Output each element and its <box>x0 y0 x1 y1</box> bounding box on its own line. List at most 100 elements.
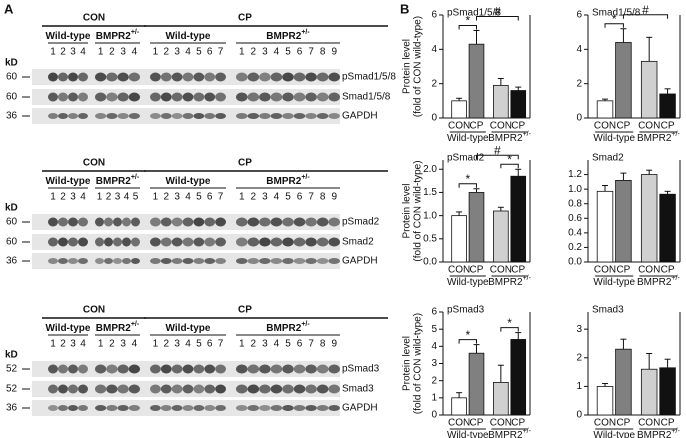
lane-number: 4 <box>80 47 86 58</box>
kd-marker: 36 <box>6 403 18 414</box>
lane-number: 8 <box>320 339 326 350</box>
blot-band <box>78 217 88 227</box>
blot-band <box>48 113 58 119</box>
blot-band <box>305 405 317 411</box>
blot-band <box>150 258 161 264</box>
blot-band <box>122 217 131 227</box>
blot-band <box>259 113 271 119</box>
blot-band <box>160 72 172 82</box>
blot-band <box>316 237 329 247</box>
bar <box>493 381 509 416</box>
x-tick-label: CON <box>448 265 470 276</box>
blot-band <box>316 405 329 411</box>
blot-band <box>160 258 172 264</box>
bar <box>659 193 676 263</box>
blot-band <box>236 258 248 264</box>
group-label: Wild-type <box>166 176 211 187</box>
lane-number: 1 <box>153 47 159 58</box>
group-label-text: Wild-type <box>447 430 489 438</box>
blot-band <box>193 258 205 264</box>
blot-band <box>236 405 248 411</box>
bar <box>596 190 614 263</box>
lane-number: 6 <box>207 192 213 203</box>
group-label-sup: +/- <box>131 321 140 328</box>
x-tick-label: CON <box>490 121 512 132</box>
lane-number: 1 <box>97 192 103 203</box>
blot-band <box>68 72 78 82</box>
lane-number: 3 <box>174 192 180 203</box>
blot-band <box>182 405 194 411</box>
blot-band <box>160 237 172 247</box>
blot-band <box>117 113 129 119</box>
lane-number: 1 <box>50 192 56 203</box>
x-tick-label: CP <box>511 265 525 276</box>
condition-label: CON <box>83 158 105 169</box>
lane-number: 5 <box>196 339 202 350</box>
panel-label: B <box>400 1 409 16</box>
group-label-text: BMPR2 <box>266 323 301 334</box>
blot-band <box>282 237 294 247</box>
y-tick-label: 4 <box>576 44 582 55</box>
lane-number: 4 <box>274 192 280 203</box>
y-tick-label: 5 <box>431 324 437 335</box>
bar <box>510 90 527 119</box>
lane-number: 5 <box>285 47 291 58</box>
lane-number: 4 <box>132 47 138 58</box>
bar <box>468 352 485 416</box>
blot-band <box>293 113 306 119</box>
x-tick-label: CP <box>470 265 484 276</box>
blot-band <box>78 113 88 119</box>
bar <box>659 367 676 416</box>
group-label-sup: +/- <box>301 174 310 181</box>
lane-number: 7 <box>218 192 224 203</box>
blot-band <box>95 364 107 374</box>
significance-bracket <box>458 339 477 344</box>
blot-band <box>215 364 226 374</box>
blot-band <box>113 237 122 247</box>
band-label: Smad1/5/8 <box>342 92 391 103</box>
blot-band <box>236 364 248 374</box>
blot-band <box>259 364 271 374</box>
group-label-sup: +/- <box>671 131 680 138</box>
lane-number: 5 <box>285 192 291 203</box>
blot-band <box>68 364 78 374</box>
blot-band <box>282 384 294 394</box>
error-bar <box>473 188 480 193</box>
error-bar <box>473 344 480 354</box>
blot-band <box>171 217 183 227</box>
blot-band <box>259 258 271 264</box>
blot-band <box>193 237 205 247</box>
blot-band <box>78 237 88 247</box>
blot-band <box>117 92 129 102</box>
blot-band <box>182 384 194 394</box>
blot-band <box>104 258 113 264</box>
blot-band <box>128 364 140 374</box>
group-label-text: BMPR2 <box>96 323 131 334</box>
blot-band <box>150 384 161 394</box>
blot-band <box>293 92 306 102</box>
blot-band <box>58 237 68 247</box>
blot-band <box>182 217 194 227</box>
group-label: BMPR2+/- <box>96 321 140 333</box>
band-label: Smad3 <box>342 384 374 395</box>
blot-band <box>48 384 58 394</box>
lane-number: 5 <box>196 192 202 203</box>
group-label: BMPR2+/- <box>96 29 140 41</box>
lane-number: 4 <box>274 47 280 58</box>
y-tick-label: 1.0 <box>423 210 437 221</box>
y-tick-label: 6 <box>431 10 437 21</box>
blot-band <box>328 217 340 227</box>
blot-band <box>328 92 340 102</box>
blot-band <box>150 217 161 227</box>
bar <box>468 43 485 119</box>
blot-band <box>95 237 104 247</box>
chart-title: pSmad1/5/8 <box>447 8 501 19</box>
blot-band <box>182 92 194 102</box>
blot-band <box>182 72 194 82</box>
blot-band <box>58 364 68 374</box>
blot-band <box>215 258 226 264</box>
x-tick-label: CP <box>661 418 675 429</box>
blot-band <box>204 384 216 394</box>
error-bar <box>456 211 463 216</box>
bar <box>493 84 509 119</box>
